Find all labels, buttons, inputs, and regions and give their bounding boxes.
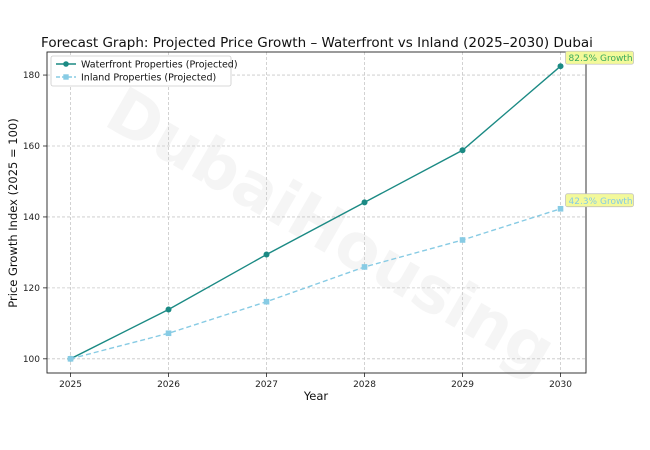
- legend-marker-1: [63, 74, 69, 80]
- y-tick-label: 140: [23, 213, 40, 223]
- series-1-point: [361, 264, 368, 270]
- series-layer: [67, 63, 564, 362]
- legend-label-0: Waterfront Properties (Projected): [81, 60, 238, 71]
- x-tick-label: 2028: [353, 380, 376, 390]
- chart-title: Forecast Graph: Projected Price Growth –…: [41, 35, 593, 51]
- legend-label-1: Inland Properties (Projected): [81, 73, 216, 84]
- series-line-0: [70, 65, 561, 360]
- legend: Waterfront Properties (Projected) Inland …: [50, 55, 238, 87]
- x-tick-label: 2030: [549, 380, 572, 390]
- annotation-box-0: [565, 50, 634, 65]
- series-0-point: [459, 147, 466, 154]
- series-1-point: [67, 356, 74, 362]
- legend-box: [50, 55, 232, 87]
- annotation-label-1: 42.3% Growth: [569, 197, 633, 207]
- series-0-point: [263, 251, 270, 258]
- x-tick-label: 2025: [59, 380, 82, 390]
- y-tick-label: 120: [23, 284, 40, 294]
- series-0-point: [557, 63, 564, 70]
- series-0-point: [361, 199, 368, 206]
- series-line-1: [70, 208, 561, 360]
- y-tick-label: 100: [23, 355, 40, 365]
- x-tick-label: 2029: [451, 380, 474, 390]
- series-1-point: [557, 205, 564, 212]
- annotation-label-0: 82.5% Growth: [569, 54, 633, 64]
- series-1-point: [165, 330, 172, 337]
- grid-lines: [47, 52, 586, 373]
- legend-marker-0: [63, 61, 69, 67]
- series-1-point: [263, 298, 270, 305]
- x-tick-label: 2027: [255, 380, 278, 390]
- y-tick-label: 160: [23, 142, 40, 152]
- plot-area-frame: [46, 51, 587, 374]
- annotation-layer: 82.5% Growth 42.3% Growth: [565, 50, 634, 208]
- y-axis-label: Price Growth Index (2025 = 100): [6, 118, 20, 307]
- axis-ticks: 2025 2026 2027 2028 2029 2030 100 120 140 160 180: [23, 71, 572, 390]
- annotation-box-1: [565, 193, 634, 208]
- series-1-point: [459, 237, 466, 243]
- x-tick-label: 2026: [157, 380, 180, 390]
- x-axis-label: Year: [303, 389, 329, 403]
- y-tick-label: 180: [23, 71, 40, 81]
- series-0-point: [165, 306, 172, 313]
